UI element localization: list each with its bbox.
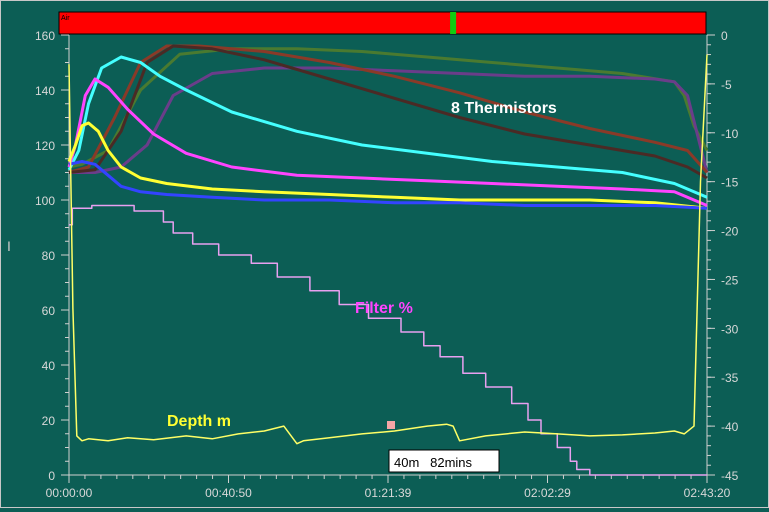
left-tick-label: 140 [35,84,55,98]
grid-and-axes: 0 20 40 60 80 100 120 140 160 0 -5 -10 -15 -20 -25 -30 -… [35,29,739,500]
right-tick-label: -45 [721,469,739,483]
left-tick-label: 80 [42,249,56,263]
status-bar-marker [450,12,457,34]
right-tick-label: -30 [721,322,739,336]
status-bar-label: Air [61,15,70,22]
series-line-thermistor_brown [68,44,709,174]
left-tick-label: 60 [42,304,56,318]
series-line-depth [68,54,708,445]
text-cursor-icon: I [7,238,11,254]
x-tick-label: 00:40:50 [205,486,252,500]
left-tick-label: 20 [42,414,56,428]
cursor-marker[interactable] [387,421,395,429]
filter-annotation: Filter % [355,300,413,317]
right-tick-label: -40 [721,420,739,434]
labels-group: 8 Thermistors Filter % Depth m 40m 82min… [7,100,557,473]
callout-box [388,449,500,473]
cursor-callout: 40m 82mins [388,449,500,473]
right-tick-label: -20 [721,225,739,239]
series-line-thermistor_magenta [67,77,708,207]
left-tick-label: 120 [35,139,55,153]
series-line-thermistor_yellow [67,121,708,210]
x-tick-label: 00:00:00 [46,486,93,500]
left-tick-label: 100 [35,194,55,208]
thermistors-annotation: 8 Thermistors [451,100,557,117]
series-group [67,44,709,476]
series-line-thermistor_darkred [68,44,708,180]
x-tick-label: 01:21:39 [365,486,412,500]
right-tick-label: -5 [721,78,732,92]
right-tick-label: -15 [721,176,739,190]
status-bar-group: Air [58,11,707,35]
series-line-thermistor_blue [68,160,708,210]
series-line-thermistor_purple [69,66,709,174]
left-tick-label: 40 [42,359,56,373]
x-tick-label: 02:43:20 [684,486,731,500]
right-tick-label: -10 [721,127,739,141]
right-tick-label: -25 [721,273,739,287]
left-tick-label: 0 [48,469,55,483]
left-tick-label: 160 [35,29,55,43]
series-line-filter [69,204,707,476]
callout-text: 40m 82mins [394,455,473,470]
right-tick-label: -35 [721,371,739,385]
depth-annotation: Depth m [167,413,231,430]
right-tick-label: 0 [721,29,728,43]
status-bar [58,11,707,35]
x-tick-label: 02:02:29 [524,486,571,500]
